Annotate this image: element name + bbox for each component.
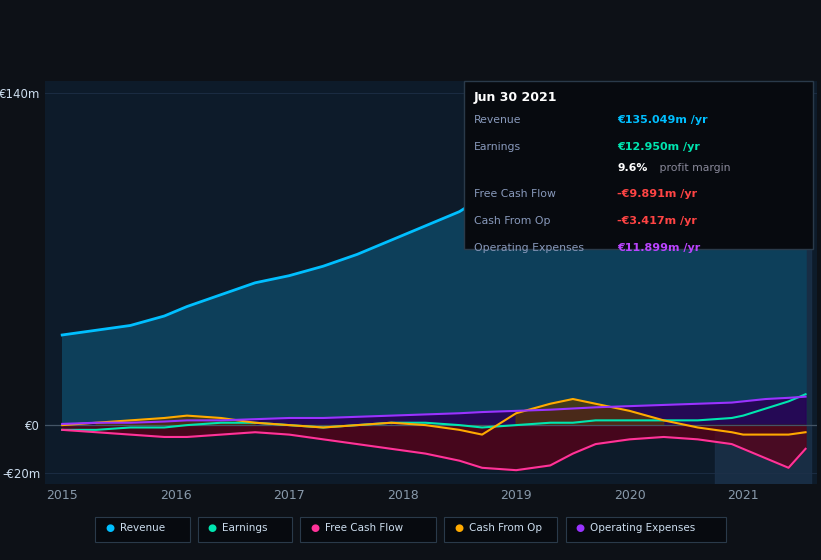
Text: Operating Expenses: Operating Expenses	[590, 522, 695, 533]
Text: Earnings: Earnings	[222, 522, 268, 533]
Text: Cash From Op: Cash From Op	[469, 522, 542, 533]
Text: ●: ●	[454, 522, 463, 533]
Text: -€3.417m /yr: -€3.417m /yr	[617, 216, 697, 226]
Text: -€9.891m /yr: -€9.891m /yr	[617, 189, 698, 199]
Text: ●: ●	[576, 522, 585, 533]
Text: €12.950m /yr: €12.950m /yr	[617, 142, 700, 152]
Text: ●: ●	[310, 522, 319, 533]
Text: €11.899m /yr: €11.899m /yr	[617, 243, 700, 253]
Text: ●: ●	[105, 522, 114, 533]
Text: Free Cash Flow: Free Cash Flow	[474, 189, 556, 199]
Text: Revenue: Revenue	[120, 522, 165, 533]
Text: €135.049m /yr: €135.049m /yr	[617, 115, 708, 125]
Text: Cash From Op: Cash From Op	[474, 216, 550, 226]
Text: Revenue: Revenue	[474, 115, 521, 125]
Text: Free Cash Flow: Free Cash Flow	[325, 522, 403, 533]
Text: Operating Expenses: Operating Expenses	[474, 243, 584, 253]
Text: 9.6%: 9.6%	[617, 162, 648, 172]
Text: Jun 30 2021: Jun 30 2021	[474, 91, 557, 104]
Bar	[715, 81, 811, 484]
Text: profit margin: profit margin	[656, 162, 731, 172]
Text: Earnings: Earnings	[474, 142, 521, 152]
Text: ●: ●	[208, 522, 217, 533]
